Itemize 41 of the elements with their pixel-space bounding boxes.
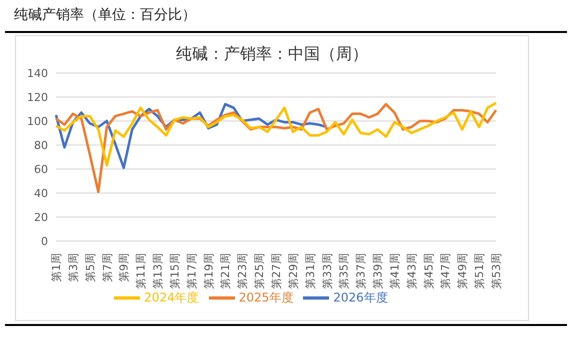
y-tick-label: 120 xyxy=(27,90,48,104)
x-tick-label: 第17周 xyxy=(185,253,198,289)
y-tick-label: 100 xyxy=(27,114,48,128)
x-tick-label: 第11周 xyxy=(134,253,148,289)
y-tick-label: 20 xyxy=(34,210,48,224)
x-tick-label: 第9周 xyxy=(118,253,131,282)
x-tick-label: 第37周 xyxy=(354,253,368,289)
y-tick-label: 60 xyxy=(34,162,48,176)
chart-subtitle: 纯碱：产销率：中国（周） xyxy=(175,44,369,65)
x-tick-label: 第3周 xyxy=(66,253,80,282)
x-tick-label: 第39周 xyxy=(372,253,385,289)
x-tick-label: 第31周 xyxy=(304,253,317,289)
x-tick-label: 第53周 xyxy=(490,253,503,289)
legend-label: 2024年度 xyxy=(144,290,199,304)
line-series xyxy=(54,102,498,167)
x-tick-label: 第15周 xyxy=(168,253,182,289)
x-tick-label: 第1周 xyxy=(50,253,63,282)
x-tick-label: 第19周 xyxy=(202,253,216,289)
x-tick-label: 第23周 xyxy=(236,253,250,289)
x-tick-label: 第45周 xyxy=(422,253,436,289)
x-tick-label: 第25周 xyxy=(253,253,266,289)
x-tick-label: 第13周 xyxy=(152,253,165,289)
y-tick-label: 0 xyxy=(41,234,48,248)
x-tick-label: 第27周 xyxy=(270,253,283,289)
x-tick-label: 第41周 xyxy=(388,253,402,289)
legend-label: 2026年度 xyxy=(333,290,388,304)
x-tick-label: 第29周 xyxy=(286,253,300,289)
x-tick-label: 第47周 xyxy=(439,253,452,289)
x-tick-label: 第51周 xyxy=(473,253,486,289)
y-tick-label: 80 xyxy=(34,138,48,152)
x-tick-label: 第43周 xyxy=(405,253,418,289)
legend-label: 2025年度 xyxy=(238,290,294,304)
x-tick-label: 第35周 xyxy=(338,253,351,289)
y-tick-label: 40 xyxy=(34,186,48,200)
chart-title: 纯碱产销率（单位：百分比） xyxy=(14,6,196,24)
x-tick-label: 第7周 xyxy=(100,253,114,282)
x-tick-label: 第33周 xyxy=(320,253,334,289)
x-tick-label: 第5周 xyxy=(84,253,97,282)
x-tick-label: 第21周 xyxy=(219,253,232,289)
y-tick-label: 140 xyxy=(27,66,48,80)
x-tick-label: 第49周 xyxy=(456,253,470,289)
